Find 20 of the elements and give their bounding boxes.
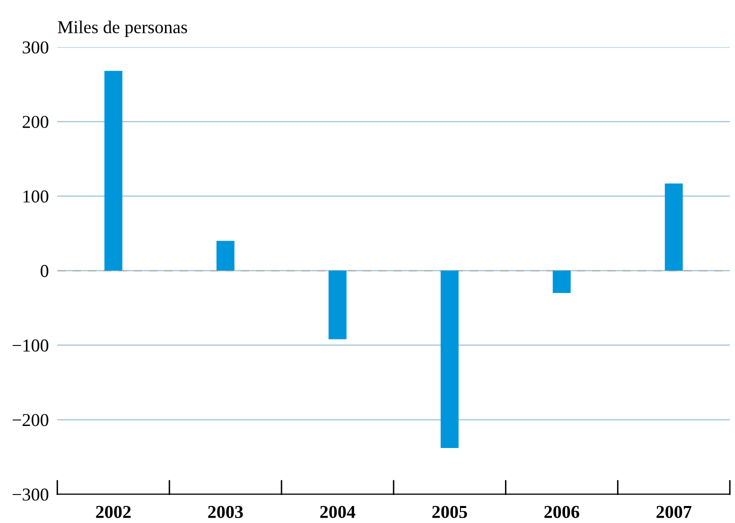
bar xyxy=(440,270,459,448)
x-tick-label: 2006 xyxy=(544,506,580,518)
bar xyxy=(664,183,683,271)
x-tick-label: 2005 xyxy=(432,506,468,518)
bar xyxy=(104,70,122,271)
bar xyxy=(216,240,234,271)
y-tick-label: 300 xyxy=(22,41,48,54)
bar xyxy=(328,270,347,340)
x-tick-label: 2007 xyxy=(656,506,692,518)
x-tick-label: 2002 xyxy=(96,506,131,518)
y-tick-label: 200 xyxy=(22,116,48,128)
y-tick-label: −100 xyxy=(12,339,48,352)
y-axis-title: Miles de personas xyxy=(58,20,188,37)
y-tick-label: −200 xyxy=(12,414,48,426)
bar xyxy=(552,270,571,294)
y-tick-label: 100 xyxy=(24,190,48,203)
y-tick-label: −300 xyxy=(12,488,48,501)
x-tick-label: 2004 xyxy=(320,506,356,518)
x-tick-label: 2003 xyxy=(208,506,243,518)
y-tick-label: 0 xyxy=(40,264,48,278)
